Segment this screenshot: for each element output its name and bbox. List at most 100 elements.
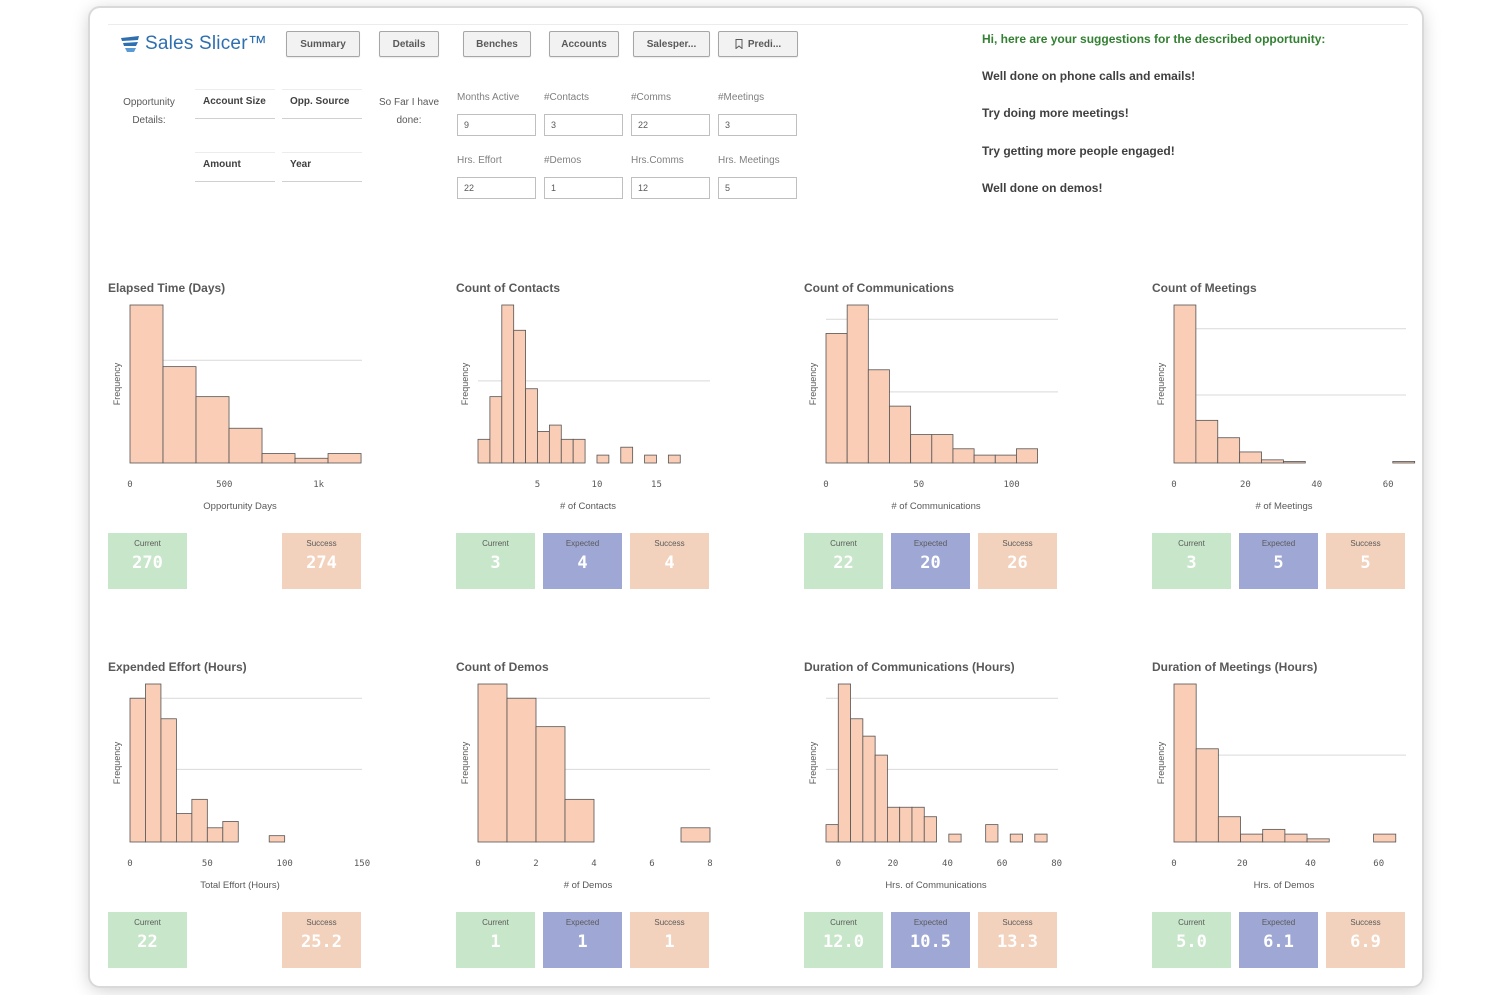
- histogram-bar[interactable]: [931, 434, 954, 464]
- histogram-bar[interactable]: [973, 454, 996, 464]
- success-kpi-tile[interactable]: Success 6.9: [1326, 912, 1405, 968]
- histogram-bar[interactable]: [129, 304, 164, 464]
- histogram-bar[interactable]: [620, 446, 634, 464]
- current-kpi-tile[interactable]: Current 22: [108, 912, 187, 968]
- histogram-bar[interactable]: [644, 454, 657, 464]
- nav-accounts-button[interactable]: Accounts: [549, 31, 619, 57]
- histogram-bar[interactable]: [327, 453, 362, 464]
- histogram-chart[interactable]: Duration of Meetings (Hours) Frequency 0 20…: [1152, 660, 1412, 980]
- histogram-bar[interactable]: [994, 454, 1017, 464]
- histogram-bar[interactable]: [501, 304, 515, 464]
- histogram-chart[interactable]: Count of Demos Frequency 0 2 4 6 8 # of Demos Cu…: [456, 660, 716, 980]
- histogram-bar[interactable]: [206, 827, 224, 843]
- histogram-bar[interactable]: [1261, 459, 1284, 464]
- hrs-comms-input[interactable]: 12: [631, 177, 710, 199]
- success-kpi-tile[interactable]: Success 1: [630, 912, 709, 968]
- months-active-input[interactable]: 9: [457, 114, 536, 136]
- histogram-bar[interactable]: [1173, 304, 1197, 464]
- histogram-bar[interactable]: [1195, 419, 1219, 464]
- histogram-bar[interactable]: [825, 333, 848, 464]
- hrs-effort-input[interactable]: 22: [457, 177, 536, 199]
- histogram-bar[interactable]: [874, 754, 888, 843]
- histogram-bar[interactable]: [477, 438, 491, 464]
- histogram-bar[interactable]: [846, 304, 869, 464]
- comms-input[interactable]: 22: [631, 114, 710, 136]
- success-kpi-tile[interactable]: Success 26: [978, 533, 1057, 589]
- current-kpi-tile[interactable]: Current 3: [456, 533, 535, 589]
- histogram-bar[interactable]: [261, 453, 296, 464]
- success-kpi-tile[interactable]: Success 274: [282, 533, 361, 589]
- histogram-bar[interactable]: [489, 396, 503, 464]
- histogram-bar[interactable]: [477, 683, 508, 843]
- histogram-bar[interactable]: [560, 438, 574, 464]
- histogram-bar[interactable]: [1195, 748, 1219, 843]
- current-kpi-tile[interactable]: Current 5.0: [1152, 912, 1231, 968]
- histogram-bar[interactable]: [1217, 437, 1241, 464]
- histogram-bar[interactable]: [525, 388, 538, 464]
- histogram-bar[interactable]: [889, 405, 912, 464]
- histogram-bar[interactable]: [1240, 833, 1264, 843]
- current-kpi-tile[interactable]: Current 270: [108, 533, 187, 589]
- histogram-chart[interactable]: Count of Meetings Frequency 0 20 40 60 # of Me…: [1152, 281, 1416, 601]
- expected-kpi-tile[interactable]: Expected 6.1: [1239, 912, 1318, 968]
- histogram-bar[interactable]: [862, 735, 876, 843]
- histogram-bar[interactable]: [513, 329, 526, 464]
- histogram-bar[interactable]: [268, 835, 286, 843]
- histogram-bar[interactable]: [548, 424, 562, 464]
- histogram-bar[interactable]: [162, 366, 197, 464]
- success-kpi-tile[interactable]: Success 5: [1326, 533, 1405, 589]
- histogram-bar[interactable]: [160, 718, 177, 843]
- nav-benches-button[interactable]: Benches: [463, 31, 531, 57]
- account-size-field[interactable]: Account Size: [195, 89, 275, 119]
- app-logo[interactable]: Sales Slicer™: [120, 33, 267, 55]
- histogram-bar[interactable]: [867, 369, 890, 464]
- year-field[interactable]: Year: [282, 152, 362, 182]
- nav-details-button[interactable]: Details: [379, 31, 439, 57]
- nav-predictions-button[interactable]: Predi...: [718, 31, 798, 57]
- histogram-bar[interactable]: [850, 718, 864, 843]
- hrs-meetings-input[interactable]: 5: [718, 177, 797, 199]
- histogram-bar[interactable]: [596, 454, 610, 464]
- histogram-chart[interactable]: Elapsed Time (Days) Frequency 0 500 1k Opport…: [108, 281, 368, 601]
- histogram-chart[interactable]: Count of Contacts Frequency 5 10 15 # of Cont…: [456, 281, 716, 601]
- histogram-bar[interactable]: [910, 434, 933, 464]
- histogram-bar[interactable]: [1373, 833, 1397, 843]
- histogram-bar[interactable]: [1284, 833, 1308, 843]
- histogram-bar[interactable]: [1306, 838, 1330, 843]
- histogram-chart[interactable]: Count of Communications Frequency 0 50 100 # …: [804, 281, 1064, 601]
- demos-input[interactable]: 1: [544, 177, 623, 199]
- histogram-bar[interactable]: [228, 427, 263, 464]
- histogram-bar[interactable]: [294, 457, 329, 464]
- success-kpi-tile[interactable]: Success 4: [630, 533, 709, 589]
- histogram-bar[interactable]: [667, 454, 681, 464]
- histogram-bar[interactable]: [952, 448, 975, 464]
- histogram-bar[interactable]: [506, 697, 537, 843]
- histogram-bar[interactable]: [195, 396, 230, 464]
- histogram-bar[interactable]: [564, 798, 595, 843]
- histogram-bar[interactable]: [1173, 683, 1197, 843]
- current-kpi-tile[interactable]: Current 3: [1152, 533, 1231, 589]
- success-kpi-tile[interactable]: Success 25.2: [282, 912, 361, 968]
- histogram-bar[interactable]: [1239, 451, 1262, 464]
- current-kpi-tile[interactable]: Current 22: [804, 533, 883, 589]
- current-kpi-tile[interactable]: Current 12.0: [804, 912, 883, 968]
- current-kpi-tile[interactable]: Current 1: [456, 912, 535, 968]
- histogram-bar[interactable]: [129, 697, 146, 843]
- meetings-input[interactable]: 3: [718, 114, 797, 136]
- histogram-bar[interactable]: [176, 813, 193, 843]
- histogram-bar[interactable]: [1009, 833, 1023, 843]
- histogram-bar[interactable]: [948, 833, 962, 843]
- histogram-bar[interactable]: [1262, 828, 1286, 843]
- expected-kpi-tile[interactable]: Expected 5: [1239, 533, 1318, 589]
- expected-kpi-tile[interactable]: Expected 4: [543, 533, 622, 589]
- histogram-bar[interactable]: [191, 798, 208, 843]
- histogram-bar[interactable]: [145, 683, 162, 843]
- histogram-bar[interactable]: [887, 806, 901, 843]
- histogram-bar[interactable]: [923, 816, 937, 843]
- success-kpi-tile[interactable]: Success 13.3: [978, 912, 1057, 968]
- histogram-chart[interactable]: Expended Effort (Hours) Frequency 0 50 100 15…: [108, 660, 370, 980]
- histogram-bar[interactable]: [572, 438, 586, 464]
- expected-kpi-tile[interactable]: Expected 10.5: [891, 912, 970, 968]
- nav-salesperson-button[interactable]: Salesper...: [633, 31, 710, 57]
- histogram-bar[interactable]: [680, 827, 711, 843]
